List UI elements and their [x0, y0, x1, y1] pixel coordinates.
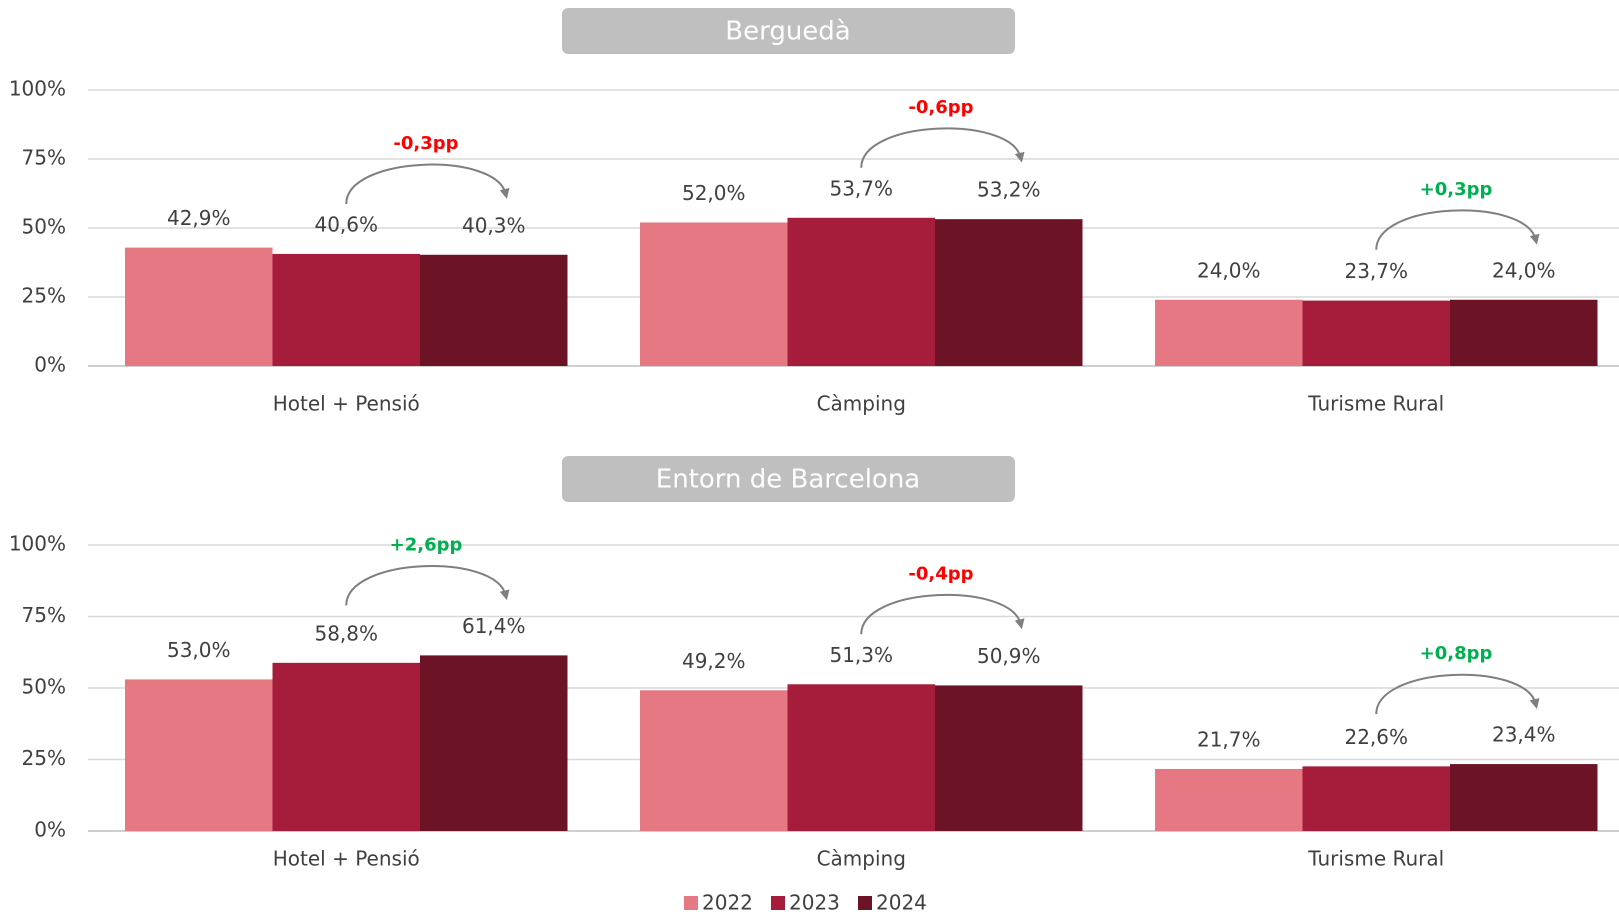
y-tick-label: 100% — [9, 77, 66, 101]
value-label: 58,8% — [314, 621, 378, 645]
bar — [787, 217, 935, 366]
change-arrow — [345, 565, 510, 606]
legend-label: 2023 — [789, 891, 840, 914]
bar — [787, 684, 935, 831]
legend-swatch — [684, 896, 698, 910]
y-tick-label: 25% — [22, 746, 66, 770]
legend-label: 2022 — [702, 891, 753, 914]
bar — [1155, 299, 1303, 366]
y-tick-label: 25% — [22, 284, 66, 308]
x-tick-label: Turisme Rural — [1307, 392, 1444, 416]
legend-label: 2024 — [876, 891, 927, 914]
value-label: 23,4% — [1492, 723, 1556, 747]
x-tick-label: Càmping — [817, 392, 906, 416]
y-tick-label: 100% — [9, 532, 66, 556]
value-label: 22,6% — [1344, 725, 1408, 749]
change-arrow — [860, 127, 1025, 168]
value-label: 52,0% — [682, 181, 746, 205]
y-tick-label: 50% — [22, 215, 66, 239]
value-label: 40,6% — [314, 212, 378, 236]
bar — [125, 679, 273, 831]
value-label: 24,0% — [1197, 258, 1261, 282]
value-label: 53,2% — [977, 178, 1041, 202]
change-label: +2,6pp — [390, 534, 463, 555]
bar — [420, 655, 568, 831]
value-label: 42,9% — [167, 206, 231, 230]
bar — [1302, 766, 1450, 831]
y-tick-label: 50% — [22, 675, 66, 699]
value-label: 40,3% — [462, 213, 526, 237]
title-box — [562, 8, 1015, 54]
y-tick-label: 75% — [22, 146, 66, 170]
y-tick-label: 0% — [34, 818, 66, 842]
y-tick-label: 0% — [34, 353, 66, 377]
value-label: 49,2% — [682, 649, 746, 673]
change-label: -0,4pp — [908, 563, 973, 584]
change-arrow — [1375, 209, 1540, 250]
legend-swatch — [858, 896, 872, 910]
bar — [420, 254, 568, 366]
value-label: 53,0% — [167, 638, 231, 662]
bar — [935, 685, 1083, 831]
bar — [1450, 764, 1598, 831]
chart-title: Berguedà — [725, 17, 850, 47]
bar — [125, 247, 273, 366]
value-label: 53,7% — [829, 176, 893, 200]
bar — [640, 690, 788, 831]
x-tick-label: Hotel + Pensió — [273, 847, 420, 871]
change-arrow — [1375, 673, 1540, 715]
bar — [272, 662, 420, 831]
change-label: +0,3pp — [1420, 179, 1493, 200]
change-label: +0,8pp — [1420, 643, 1493, 664]
change-arrow — [860, 593, 1025, 635]
x-tick-label: Hotel + Pensió — [273, 392, 420, 416]
legend-swatch — [771, 896, 785, 910]
value-label: 24,0% — [1492, 258, 1556, 282]
chart-title: Entorn de Barcelona — [656, 465, 920, 495]
value-label: 23,7% — [1344, 259, 1408, 283]
bar — [272, 253, 420, 366]
value-label: 50,9% — [977, 644, 1041, 668]
y-tick-label: 75% — [22, 603, 66, 627]
change-label: -0,6pp — [908, 97, 973, 118]
x-tick-label: Càmping — [817, 847, 906, 871]
bar — [640, 222, 788, 366]
value-label: 61,4% — [462, 614, 526, 638]
bar — [1450, 299, 1598, 366]
change-arrow — [345, 163, 510, 204]
bar — [1302, 300, 1450, 366]
x-tick-label: Turisme Rural — [1307, 847, 1444, 871]
change-label: -0,3pp — [393, 133, 458, 154]
value-label: 21,7% — [1197, 727, 1261, 751]
title-box — [562, 456, 1015, 502]
bar — [1155, 768, 1303, 831]
value-label: 51,3% — [829, 643, 893, 667]
bar — [935, 219, 1083, 366]
